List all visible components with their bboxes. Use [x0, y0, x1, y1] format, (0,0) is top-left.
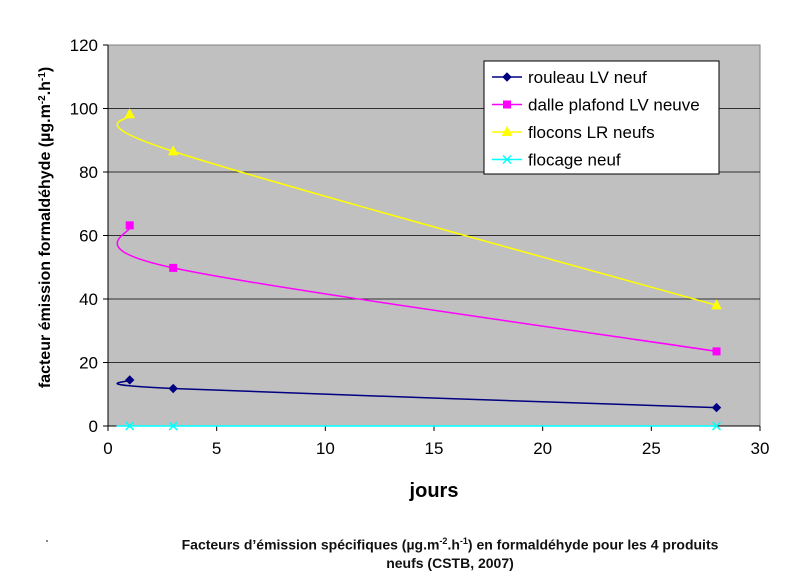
series-2: [116, 108, 722, 310]
stray-mark: [46, 540, 48, 542]
y-tick-label-40: 40: [79, 290, 98, 309]
data-point-s2-0: [124, 108, 136, 119]
data-point-s3-2-stroke-b: [712, 421, 722, 431]
legend-swatch-marker-0: [502, 72, 512, 82]
series-line-1: [116, 224, 717, 353]
legend-box: [483, 60, 720, 175]
x-tick-label-15: 15: [425, 439, 444, 458]
legend-item-0: rouleau LV neuf: [492, 68, 647, 87]
series-line-0: [116, 379, 717, 409]
data-point-s1-1: [169, 263, 178, 272]
x-tick-label-0: 0: [103, 439, 112, 458]
axes: 0 20 40 60 80 100 120 0 5 10 15 20 25 30 jours facteur …: [37, 36, 770, 502]
caption-sup-a: -2: [439, 536, 448, 546]
data-point-s3-1: [168, 421, 178, 431]
y-axis-title-sup: -2: [37, 95, 48, 104]
series-0: [116, 375, 722, 413]
y-axis-title: facteur émission formaldéhyde (µg.m-2.h-…: [37, 67, 55, 388]
data-point-s0-1: [168, 383, 178, 394]
caption-line-1: Facteurs d’émission spécifiques (µg.m-2.…: [120, 532, 780, 554]
y-tick-label-120: 120: [70, 36, 98, 55]
y-axis-title-sup: -1: [37, 72, 48, 81]
caption-text-c: ) en formaldéhyde pour les 4 produits: [467, 536, 719, 553]
y-axis-title-text: ): [37, 67, 54, 72]
caption-text-a: Facteurs d’émission spécifiques (µg.m: [181, 536, 440, 553]
legend-item-3: flocage neuf: [492, 151, 621, 170]
data-point-s0-0: [125, 375, 135, 385]
legend-label-0: rouleau LV neuf: [528, 68, 647, 87]
data-point-s2-1: [167, 145, 179, 156]
data-point-s3-1-stroke-b: [168, 421, 178, 431]
legend-item-1: dalle plafond LV neuve: [492, 96, 700, 115]
caption-line-2: neufs (CSTB, 2007): [386, 554, 514, 571]
series-1: [116, 221, 721, 356]
legend-label-3: flocage neuf: [528, 151, 621, 170]
data-point-s2-2: [711, 299, 722, 310]
legend-swatch-marker-2: [501, 125, 513, 136]
data-point-s3-2: [712, 421, 722, 431]
y-tick-label-60: 60: [79, 227, 98, 246]
y-axis-title-text: .h: [37, 81, 54, 95]
legend-swatch-marker-3: [502, 154, 512, 165]
x-tick-label-20: 20: [533, 439, 552, 458]
x-tick-label-30: 30: [751, 439, 770, 458]
y-axis-title-text: facteur émission formaldéhyde (µg.m: [37, 104, 54, 388]
legend-item-2: flocons LR neufs: [492, 123, 655, 142]
legend: rouleau LV neuf dalle plafond LV neuve flo…: [483, 60, 720, 175]
y-tick-label-20: 20: [79, 354, 98, 373]
data-point-s1-2: [712, 347, 721, 356]
x-tick-label-5: 5: [212, 439, 221, 458]
caption-sup-b: -1: [459, 536, 468, 546]
legend-swatch-marker-1: [503, 100, 511, 109]
series-line-2: [116, 113, 717, 307]
data-point-s3-0: [125, 421, 135, 431]
y-tick-label-0: 0: [89, 417, 98, 436]
legend-label-2: flocons LR neufs: [528, 123, 655, 142]
legend-label-1: dalle plafond LV neuve: [528, 96, 700, 115]
x-tick-label-10: 10: [316, 439, 335, 458]
figure-caption: Facteurs d’émission spécifiques (µg.m-2.…: [120, 532, 780, 572]
data-point-s0-2: [711, 402, 722, 413]
data-point-s3-0-stroke-b: [125, 421, 135, 431]
x-axis-title: jours: [409, 480, 459, 502]
y-tick-label-80: 80: [79, 163, 98, 182]
data-point-s1-0: [125, 221, 134, 230]
series-3: [116, 421, 722, 431]
y-tick-label-100: 100: [70, 100, 98, 119]
legend-swatch-marker-3-stroke-b: [502, 154, 512, 165]
series-layer: [116, 108, 722, 431]
caption-text-b: .h: [447, 536, 460, 553]
x-tick-label-25: 25: [642, 439, 661, 458]
